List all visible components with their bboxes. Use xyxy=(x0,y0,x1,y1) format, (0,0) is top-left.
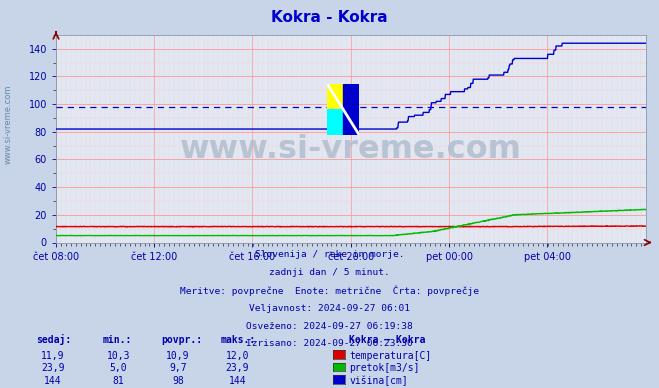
Text: 98: 98 xyxy=(172,376,184,386)
Text: Kokra – Kokra: Kokra – Kokra xyxy=(349,335,426,345)
Text: Veljavnost: 2024-09-27 06:01: Veljavnost: 2024-09-27 06:01 xyxy=(249,304,410,313)
Text: 10,3: 10,3 xyxy=(107,351,130,361)
Text: zadnji dan / 5 minut.: zadnji dan / 5 minut. xyxy=(269,268,390,277)
Text: pretok[m3/s]: pretok[m3/s] xyxy=(349,363,420,373)
Text: Kokra - Kokra: Kokra - Kokra xyxy=(272,10,387,25)
Bar xyxy=(328,84,343,109)
Bar xyxy=(343,84,359,135)
Text: 144: 144 xyxy=(44,376,61,386)
Text: 23,9: 23,9 xyxy=(41,363,65,373)
Text: 81: 81 xyxy=(113,376,125,386)
Text: 12,0: 12,0 xyxy=(225,351,249,361)
Text: Izrisano: 2024-09-27 06:23:30: Izrisano: 2024-09-27 06:23:30 xyxy=(246,340,413,348)
Text: min.:: min.: xyxy=(102,335,132,345)
Text: višina[cm]: višina[cm] xyxy=(349,376,408,386)
Text: Meritve: povprečne  Enote: metrične  Črta: povprečje: Meritve: povprečne Enote: metrične Črta:… xyxy=(180,286,479,296)
Text: www.si-vreme.com: www.si-vreme.com xyxy=(180,133,522,165)
Text: 23,9: 23,9 xyxy=(225,363,249,373)
Text: 144: 144 xyxy=(229,376,246,386)
Text: maks.:: maks.: xyxy=(221,335,256,345)
Text: 10,9: 10,9 xyxy=(166,351,190,361)
Text: temperatura[C]: temperatura[C] xyxy=(349,351,432,361)
Bar xyxy=(328,109,343,135)
Text: www.si-vreme.com: www.si-vreme.com xyxy=(3,85,13,164)
Text: 5,0: 5,0 xyxy=(110,363,127,373)
Text: Osveženo: 2024-09-27 06:19:38: Osveženo: 2024-09-27 06:19:38 xyxy=(246,322,413,331)
Text: 11,9: 11,9 xyxy=(41,351,65,361)
Text: sedaj:: sedaj: xyxy=(36,334,71,345)
Text: 9,7: 9,7 xyxy=(169,363,186,373)
Text: Slovenija / reke in morje.: Slovenija / reke in morje. xyxy=(255,250,404,259)
Text: povpr.:: povpr.: xyxy=(161,335,202,345)
